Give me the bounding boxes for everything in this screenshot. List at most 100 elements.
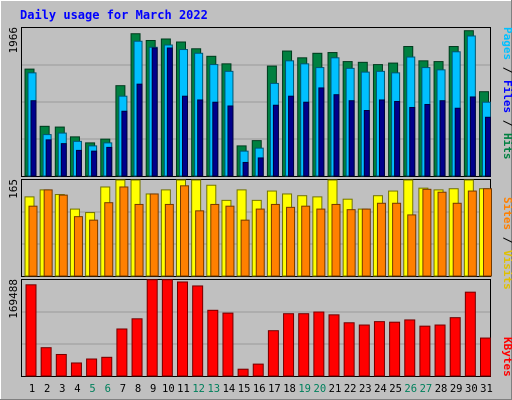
pages-bar (30, 100, 37, 177)
legend-sep-2: / (501, 113, 512, 133)
kbytes-bar (192, 285, 204, 377)
sites-bar (119, 186, 129, 277)
kbytes-bar (358, 324, 370, 377)
day-label: 20 (314, 383, 327, 395)
day-label: 7 (120, 383, 126, 395)
day-label: 5 (89, 383, 95, 395)
pages-bar (454, 107, 461, 177)
hits-panel-legend: Pages / Files / Hits (501, 27, 512, 160)
kbytes-panel-bars (25, 279, 491, 377)
kbytes-bar (283, 313, 295, 377)
visits-panel-bars (24, 179, 492, 277)
sites-bar (452, 202, 462, 277)
kbytes-bar (480, 337, 491, 377)
kbytes-bar (298, 313, 310, 377)
kbytes-bar (40, 347, 52, 377)
pages-bar (409, 106, 416, 177)
kbytes-bar (131, 318, 143, 377)
pages-bar (60, 143, 67, 177)
pages-bar (378, 99, 385, 177)
legend-files: Files (501, 80, 512, 113)
day-label: 12 (192, 383, 205, 395)
legend-hits: Hits (501, 133, 512, 160)
kbytes-bar (464, 291, 476, 377)
kbytes-bar (146, 279, 158, 377)
pages-bar (121, 110, 128, 177)
x-axis-day-labels: 1 2 3 4 5 6 7 8 9 10 11 12 13 14 15 16 17 18 19 20 21 22 23 24 2… (29, 383, 493, 395)
sites-bar (286, 206, 296, 277)
kbytes-bar (222, 312, 234, 377)
sites-bar (89, 219, 99, 277)
day-label: 26 (404, 383, 417, 395)
day-label: 3 (59, 383, 65, 395)
kbytes-bar (55, 353, 67, 377)
pages-bar (485, 116, 491, 177)
day-label: 31 (480, 383, 493, 395)
day-label: 24 (374, 383, 387, 395)
pages-bar (45, 139, 52, 177)
day-label: 23 (359, 383, 372, 395)
legend-sep-1: / (501, 60, 512, 80)
day-label: 13 (207, 383, 220, 395)
sites-bar (73, 216, 83, 277)
sites-bar (28, 205, 38, 277)
kbytes-bar (434, 324, 446, 377)
pages-bar (348, 100, 355, 177)
sites-bar (316, 208, 326, 277)
kbytes-bar (267, 330, 279, 377)
day-label: 28 (435, 383, 448, 395)
day-label: 16 (253, 383, 266, 395)
pages-bar (424, 103, 431, 177)
day-label: 22 (344, 383, 357, 395)
pages-bar (151, 47, 158, 177)
kbytes-bar (177, 281, 188, 377)
sites-bar (210, 203, 220, 277)
kbytes-bar (161, 279, 173, 377)
pages-bar (136, 83, 143, 177)
sites-bar (180, 185, 189, 277)
day-label: 15 (238, 383, 251, 395)
sites-bar (270, 203, 280, 277)
pages-bar (182, 95, 188, 177)
pages-bar (469, 96, 476, 177)
pages-bar (272, 104, 279, 177)
sites-bar (407, 214, 417, 277)
legend-pages: Pages (501, 27, 512, 60)
pages-bar (242, 161, 249, 177)
sites-bar (437, 191, 447, 277)
sites-bar (301, 205, 311, 277)
pages-bar (318, 87, 325, 177)
sites-bar (255, 208, 265, 277)
sites-bar (331, 203, 341, 277)
sites-bar (195, 210, 205, 277)
day-label: 6 (105, 383, 111, 395)
kbytes-bar (449, 317, 461, 377)
day-label: 1 (29, 383, 35, 395)
sites-bar (361, 208, 371, 277)
day-label: 21 (329, 383, 342, 395)
day-label: 8 (135, 383, 141, 395)
kbytes-panel-legend: KBytes (501, 337, 512, 377)
pages-bar (363, 110, 370, 177)
sites-bar (483, 188, 492, 277)
kbytes-bar (373, 321, 385, 377)
pages-bar (75, 149, 82, 177)
pages-bar (166, 47, 173, 177)
legend-visits: Visits (501, 250, 512, 290)
day-label: 25 (389, 383, 402, 395)
sites-bar (467, 190, 477, 277)
visits-panel-legend: Sites / Visits (501, 197, 512, 290)
kbytes-bar (86, 358, 98, 377)
sites-bar (164, 203, 174, 277)
sites-bar (346, 209, 356, 277)
day-label: 11 (177, 383, 190, 395)
day-label: 29 (450, 383, 463, 395)
pages-bar (303, 101, 310, 177)
visits-panel-max-label: 165 (7, 179, 20, 199)
pages-bar (197, 99, 204, 177)
day-label: 4 (74, 383, 80, 395)
day-label: 18 (283, 383, 296, 395)
kbytes-bar (252, 363, 264, 377)
pages-bar (439, 100, 446, 177)
